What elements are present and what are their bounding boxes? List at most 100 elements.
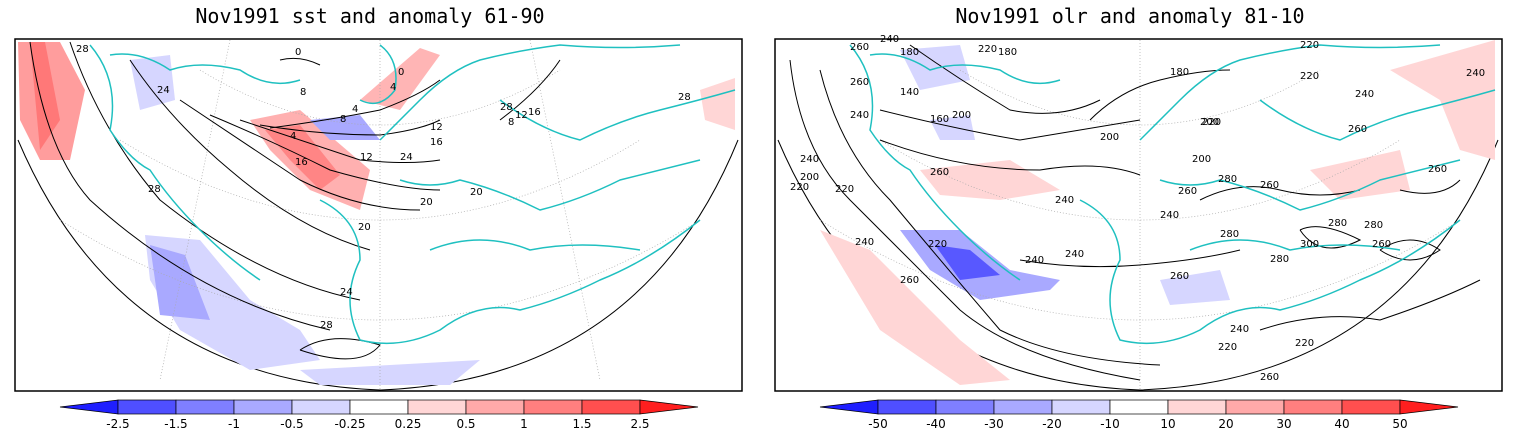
sst-contour-labels: 28 24 28 20 16 12 8 4 0 4 8 4 0 12 16 20… xyxy=(76,44,691,331)
cbar-tick: -2.5 xyxy=(106,417,129,430)
olr-clabel: 220 xyxy=(835,184,854,195)
cbar-tick: -20 xyxy=(1042,417,1062,430)
sst-clabel: 12 xyxy=(430,122,443,133)
sst-clabel: 16 xyxy=(430,137,443,148)
cbar-tick: -50 xyxy=(868,417,888,430)
sst-globe-edge xyxy=(17,139,739,391)
olr-warm-patch-4 xyxy=(820,230,1010,385)
cbar-tick: 1 xyxy=(520,417,528,430)
cbar-tick: 50 xyxy=(1392,417,1407,430)
sst-clabel: 0 xyxy=(398,67,404,78)
olr-clabel: 220 xyxy=(978,44,997,55)
olr-clabel: 240 xyxy=(1230,324,1249,335)
olr-clabel: 140 xyxy=(900,87,919,98)
sst-clabel: 28 xyxy=(148,184,161,195)
olr-clabel: 240 xyxy=(850,110,869,121)
olr-clabel: 280 xyxy=(1364,220,1383,231)
olr-clabel: 300 xyxy=(1300,239,1319,250)
sst-clabel: 20 xyxy=(358,222,371,233)
sst-clabel: 12 xyxy=(360,152,373,163)
cbar-tick: 40 xyxy=(1334,417,1349,430)
olr-map: 260 240 260 240 180 140 160 200 220 180 … xyxy=(774,34,1503,430)
sst-clabel: 24 xyxy=(157,85,170,96)
sst-clabel: 20 xyxy=(420,197,433,208)
olr-clabel: 260 xyxy=(1170,271,1189,282)
cbar-tick: 0.5 xyxy=(456,417,475,430)
cbar-tick: 0.25 xyxy=(395,417,422,430)
olr-clabel: 200 xyxy=(1200,117,1219,128)
sst-warm-patch-2 xyxy=(30,42,60,150)
olr-clabel: 200 xyxy=(1100,132,1119,143)
olr-clabel: 240 xyxy=(1355,89,1374,100)
cbar-tick: -30 xyxy=(984,417,1004,430)
sst-clabel: 4 xyxy=(290,131,296,142)
olr-clabel: 260 xyxy=(1428,164,1447,175)
olr-clabel: 240 xyxy=(855,237,874,248)
olr-clabel: 220 xyxy=(790,182,809,193)
olr-clabel: 280 xyxy=(1328,218,1347,229)
olr-clabel: 280 xyxy=(1218,174,1237,185)
sst-clabel: 16 xyxy=(295,157,308,168)
olr-contours xyxy=(789,44,1481,381)
cbar-tick: 1.5 xyxy=(572,417,591,430)
sst-clabel: 16 xyxy=(528,107,541,118)
olr-cool-patch-5 xyxy=(1160,270,1230,305)
olr-clabel: 240 xyxy=(1466,68,1485,79)
sst-clabel: 4 xyxy=(390,82,396,93)
cbar-tick: 2.5 xyxy=(630,417,649,430)
sst-cool-patch-4 xyxy=(130,55,175,110)
olr-contour-labels: 260 240 260 240 180 140 160 200 220 180 … xyxy=(790,34,1485,383)
olr-clabel: 260 xyxy=(930,167,949,178)
olr-clabel: 180 xyxy=(900,47,919,58)
sst-clabel: 24 xyxy=(400,152,413,163)
sst-colorbar: -2.5 -1.5 -1 -0.5 -0.25 0.25 0.5 1 1.5 2… xyxy=(59,399,699,430)
olr-clabel: 220 xyxy=(1202,117,1221,128)
sst-clabel: 28 xyxy=(678,92,691,103)
sst-cool-patch-2 xyxy=(150,245,210,320)
olr-clabel: 260 xyxy=(1260,180,1279,191)
olr-frame xyxy=(774,38,1503,392)
sst-cool-patch-5 xyxy=(300,360,480,385)
sst-title: Nov1991 sst and anomaly 61-90 xyxy=(195,4,545,28)
olr-warm-patch-3 xyxy=(1310,150,1410,200)
sst-clabel: 8 xyxy=(508,117,514,128)
olr-warm-patch-2 xyxy=(1390,40,1495,160)
olr-cool-patch-3 xyxy=(900,45,970,90)
olr-clabel: 160 xyxy=(930,114,949,125)
sst-panel: Nov1991 sst and anomaly 61-90 xyxy=(0,0,743,430)
olr-cool-patch-4 xyxy=(930,115,975,140)
olr-clabel: 220 xyxy=(1300,40,1319,51)
sst-clabel: 24 xyxy=(340,287,353,298)
cbar-left-arrow xyxy=(59,399,119,415)
sst-frame xyxy=(14,38,743,392)
olr-clabel: 260 xyxy=(900,275,919,286)
olr-colorbar: -50 -40 -30 -20 -10 10 20 30 40 50 xyxy=(819,399,1459,430)
sst-clabel: 12 xyxy=(515,110,528,121)
olr-clabel: 260 xyxy=(1178,186,1197,197)
olr-clabel: 240 xyxy=(1065,249,1084,260)
olr-clabel: 220 xyxy=(928,239,947,250)
cbar-tick: -1 xyxy=(228,417,240,430)
cbar-tick: -1.5 xyxy=(164,417,187,430)
olr-clabel: 180 xyxy=(1170,67,1189,78)
olr-clabel: 180 xyxy=(998,47,1017,58)
sst-warm-patch-6 xyxy=(700,78,735,130)
sst-coastlines xyxy=(89,44,736,345)
olr-clabel: 240 xyxy=(1160,210,1179,221)
cbar-tick: 10 xyxy=(1160,417,1175,430)
olr-clabel: 240 xyxy=(800,154,819,165)
olr-panel: Nov1991 olr and anomaly 81-10 xyxy=(760,0,1503,430)
olr-clabel: 240 xyxy=(1025,255,1044,266)
olr-warm-patch-1 xyxy=(920,160,1060,200)
olr-cool-patch-2 xyxy=(935,245,1000,280)
olr-clabel: 260 xyxy=(850,42,869,53)
olr-clabel: 260 xyxy=(1348,124,1367,135)
cbar-tick: -0.25 xyxy=(334,417,365,430)
olr-clabel: 260 xyxy=(850,77,869,88)
olr-clabel: 240 xyxy=(1055,195,1074,206)
sst-clabel: 4 xyxy=(352,104,358,115)
olr-clabel: 200 xyxy=(800,172,819,183)
cbar-tick: 30 xyxy=(1276,417,1291,430)
cbar-tick: -10 xyxy=(1100,417,1120,430)
olr-clabel: 280 xyxy=(1220,229,1239,240)
